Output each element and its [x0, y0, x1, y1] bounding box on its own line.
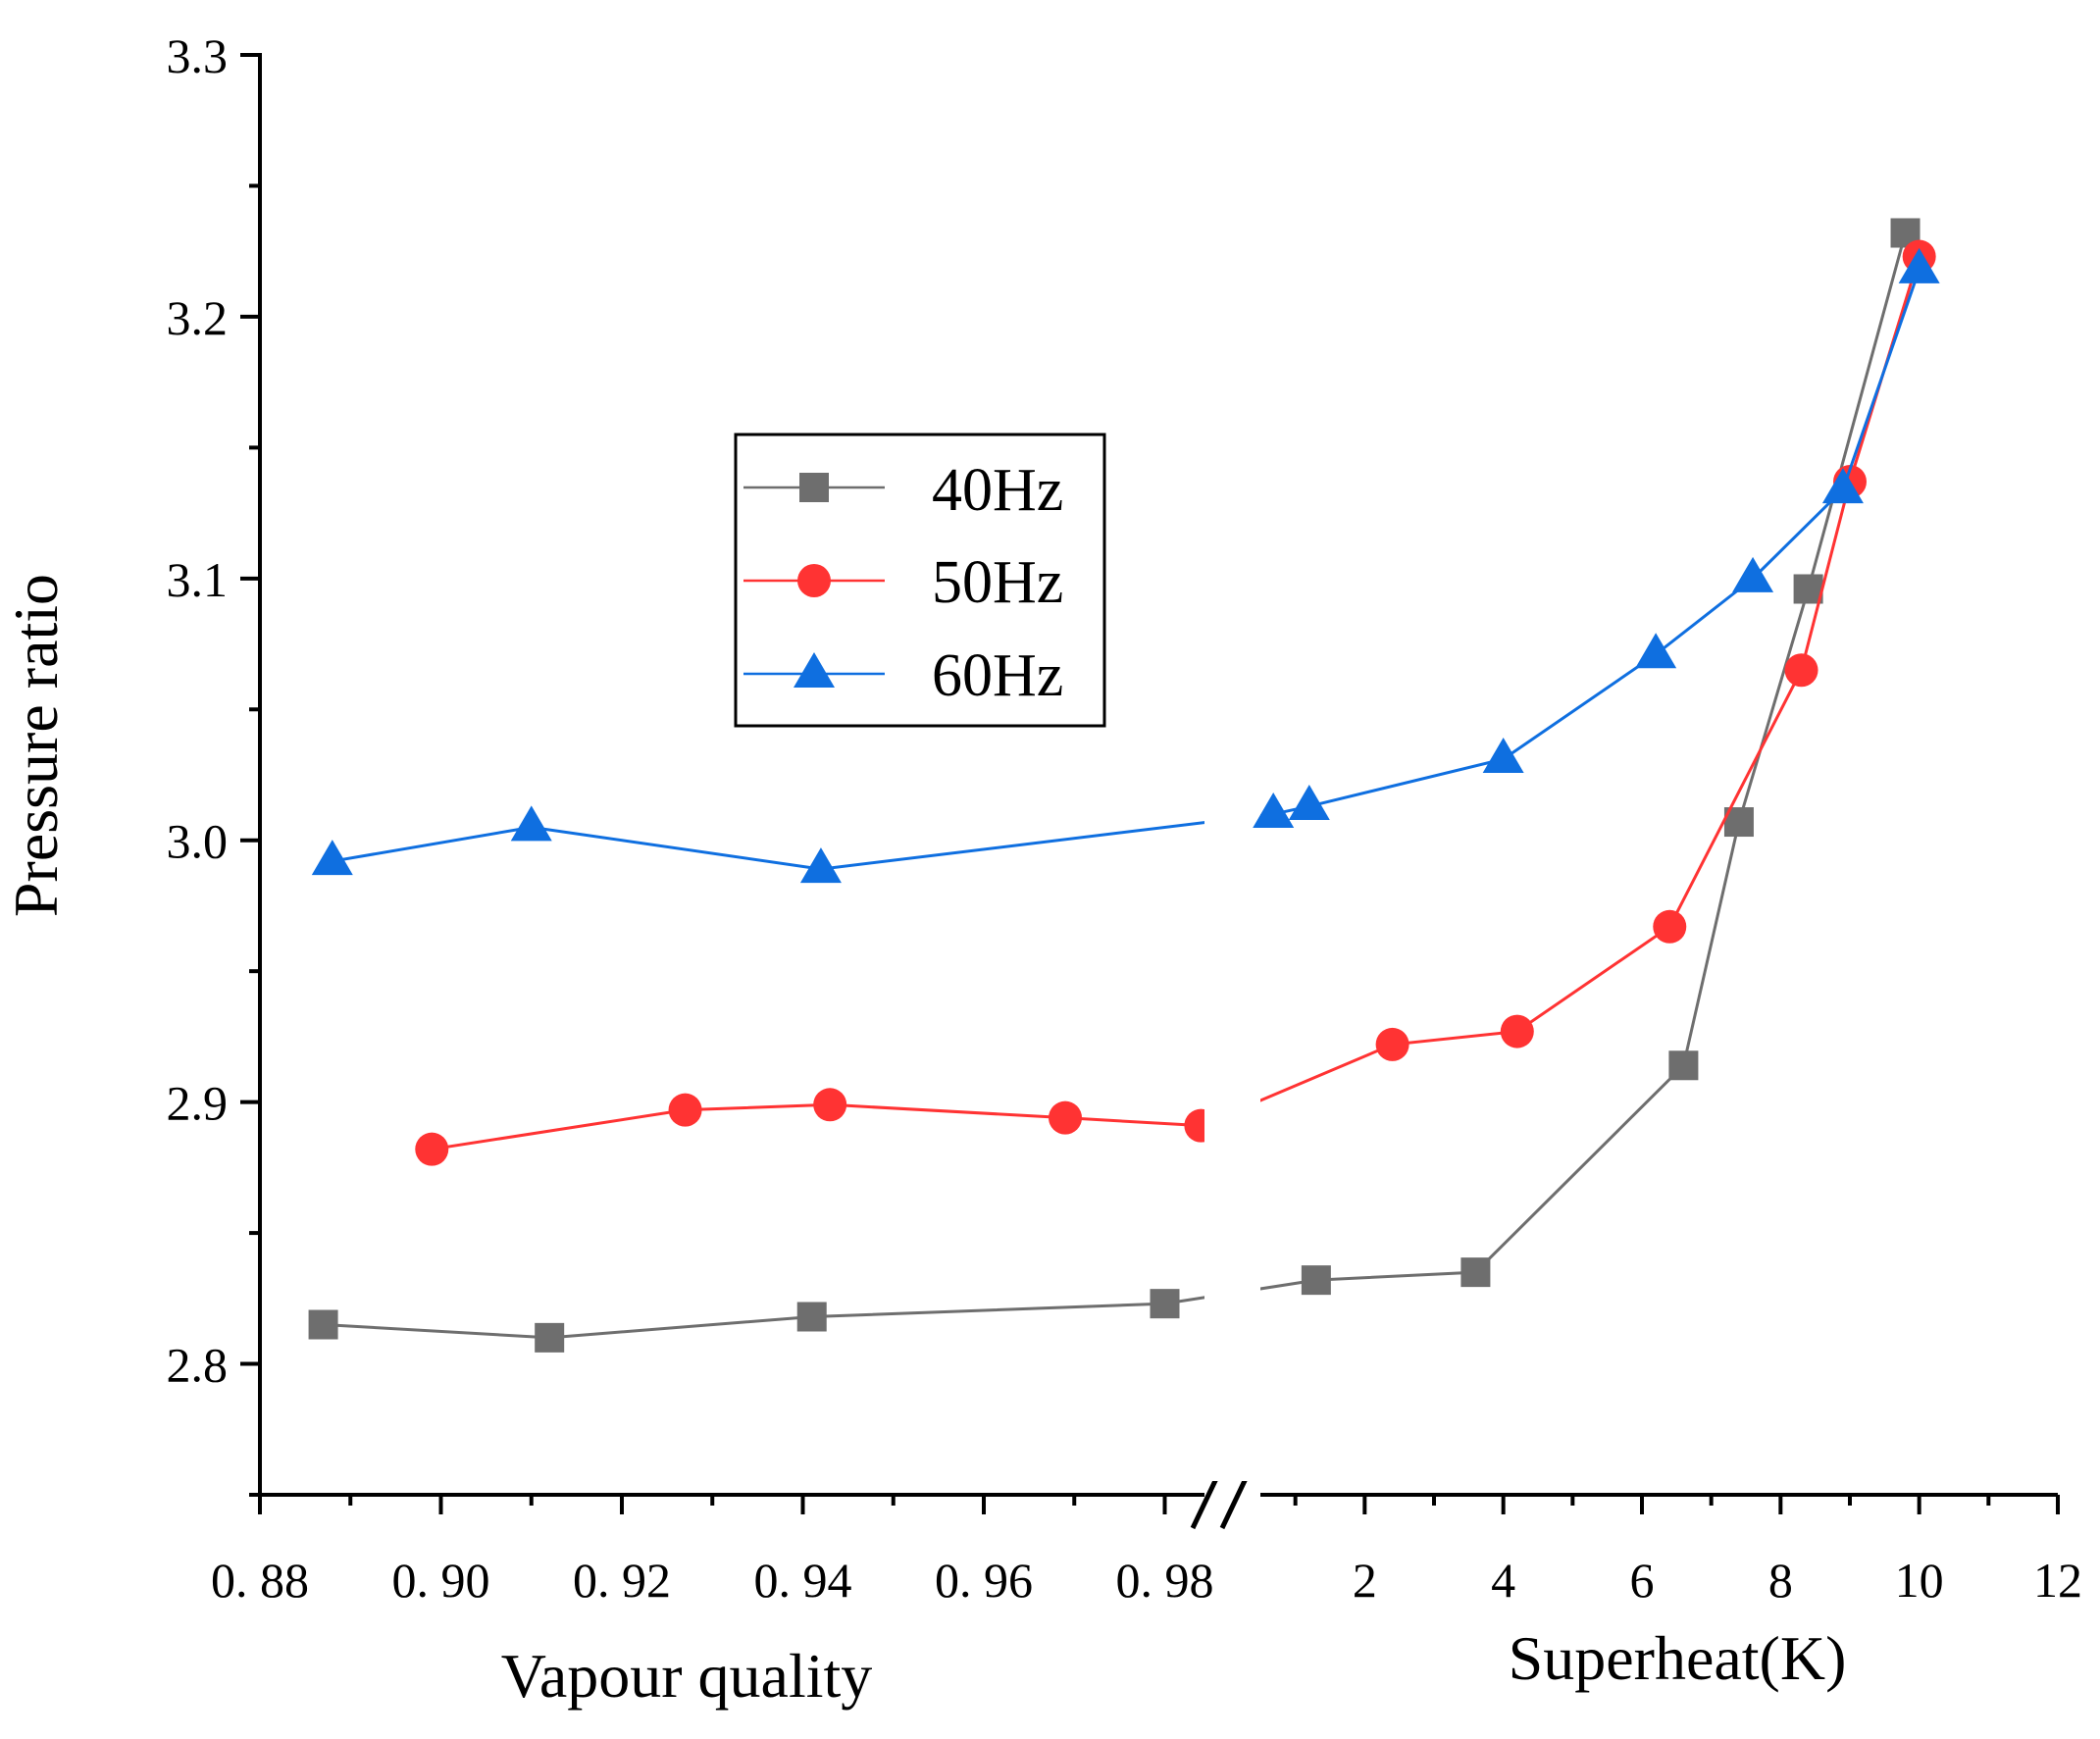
data-point: [1500, 1014, 1534, 1049]
legend-marker-40hz: [799, 473, 829, 502]
data-point: [1784, 653, 1818, 688]
legend: 40Hz 50Hz 60Hz: [734, 433, 1106, 728]
data-point: [1635, 633, 1677, 669]
series-50Hz: [415, 39, 1936, 1481]
data-point: [1668, 1050, 1699, 1081]
data-point: [1821, 468, 1864, 504]
y-tick-label: 3.3: [167, 28, 229, 83]
series: [308, 39, 1940, 1481]
data-point: [1375, 1027, 1409, 1061]
series-line-40Hz: [323, 232, 1907, 1340]
axes: [240, 53, 2060, 1530]
x-tick-label-quality: 0. 96: [935, 1553, 1033, 1608]
y-tick-label: 3.0: [167, 814, 229, 869]
data-point: [1253, 793, 1295, 829]
data-point: [1732, 556, 1774, 592]
data-point: [1482, 737, 1524, 773]
x-tick-label-superheat: 8: [1768, 1553, 1793, 1608]
data-point: [308, 1309, 338, 1340]
x-tick-label-superheat: 10: [1895, 1553, 1944, 1608]
legend-marker-60hz: [794, 652, 835, 688]
data-point: [1898, 247, 1940, 283]
x-tick-label-superheat: 2: [1353, 1553, 1377, 1608]
data-point: [415, 1132, 449, 1166]
x-tick-label-quality: 0. 90: [392, 1553, 490, 1608]
x-tick-label-superheat: 6: [1630, 1553, 1655, 1608]
data-point: [668, 1093, 702, 1127]
x-axis-title-vapour-quality: Vapour quality: [501, 1641, 873, 1711]
y-tick-label: 2.9: [167, 1076, 229, 1131]
data-point: [799, 847, 842, 884]
data-point: [1460, 1257, 1491, 1288]
legend-box: [734, 433, 1106, 728]
data-point: [1049, 1100, 1083, 1135]
x-tick-label-quality: 0. 98: [1116, 1553, 1214, 1608]
data-point: [1150, 1289, 1180, 1319]
data-point: [510, 805, 552, 842]
x-tick-label-quality: 0. 88: [211, 1553, 309, 1608]
data-point: [796, 1302, 827, 1332]
y-tick-label: 3.2: [167, 290, 229, 345]
y-tick-label: 2.8: [167, 1338, 229, 1393]
y-axis-title: Pressure ratio: [1, 574, 71, 917]
tick-labels: 2.8 2.9 3.0 3.1 3.2 3.3 0. 88 0. 90 0. 92 0. 94 0.…: [167, 28, 2083, 1608]
series-line-60Hz: [332, 269, 1921, 871]
x-tick-label-quality: 0. 94: [754, 1553, 852, 1608]
series-40Hz: [308, 39, 1921, 1481]
data-point: [535, 1322, 565, 1353]
legend-marker-symbol: [799, 473, 829, 502]
data-point: [1793, 574, 1823, 604]
x-tick-label-superheat: 12: [2033, 1553, 2082, 1608]
data-point: [311, 840, 353, 876]
data-point: [1653, 909, 1687, 944]
data-point: [813, 1088, 847, 1122]
legend-marker-symbol: [794, 652, 835, 688]
legend-marker-symbol: [797, 564, 831, 597]
axis-break-gap: [1204, 39, 1260, 1481]
x-tick-label-quality: 0. 92: [573, 1553, 671, 1608]
y-tick-label: 3.1: [167, 552, 229, 607]
legend-label-50hz: 50Hz: [932, 549, 1063, 616]
series-60Hz: [311, 39, 1940, 1481]
data-point: [1301, 1265, 1331, 1296]
x-tick-label-superheat: 4: [1491, 1553, 1515, 1608]
legend-label-40hz: 40Hz: [932, 457, 1063, 524]
legend-marker-50hz: [797, 564, 831, 597]
x-axis-title-superheat: Superheat(K): [1509, 1623, 1847, 1693]
data-point: [1288, 785, 1330, 821]
legend-label-60hz: 60Hz: [932, 642, 1063, 709]
